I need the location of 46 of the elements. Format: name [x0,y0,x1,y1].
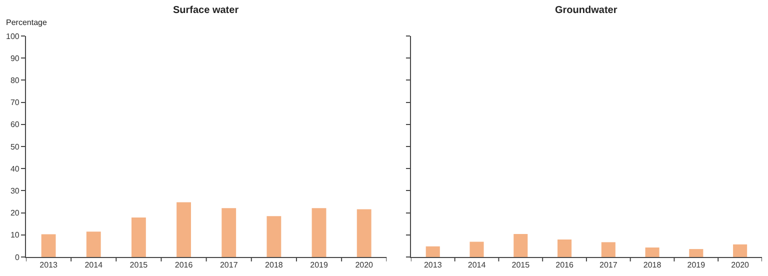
bar [222,208,236,257]
x-tick-label: 2014 [468,260,486,270]
bar [426,246,440,257]
bar [266,216,282,257]
bar [131,217,146,257]
bar [176,202,191,257]
bar [558,240,572,257]
bar [645,248,660,257]
bar [601,242,616,257]
bar [470,242,484,257]
y-tick-label: 60 [10,120,20,130]
x-tick-label: 2019 [310,260,328,270]
y-tick-label: 30 [10,186,20,196]
y-tick-label: 90 [10,54,20,63]
bar [514,234,528,257]
x-tick-label: 2020 [355,260,374,270]
x-tick-label: 2018 [643,260,662,270]
bar [733,244,748,257]
y-tick-label: 100 [6,32,20,41]
y-tick-label: 10 [10,230,20,240]
x-tick-label: 2020 [731,260,750,270]
bar [312,208,326,257]
x-tick-label: 2013 [40,260,58,270]
x-tick-label: 2015 [512,260,530,270]
x-tick-label: 2013 [424,260,442,270]
y-tick-label: 40 [10,164,20,174]
bar [86,232,101,257]
chart-title: Groundwater [555,5,618,16]
y-tick-label: 20 [10,208,20,218]
chart-title: Surface water [173,5,239,16]
x-tick-label: 2017 [220,260,238,270]
x-tick-label: 2016 [556,260,574,270]
x-tick-label: 2014 [84,260,104,270]
x-tick-label: 2015 [130,260,148,270]
x-tick-label: 2018 [265,260,284,270]
bar [356,209,372,257]
x-tick-label: 2016 [174,260,194,270]
y-tick-label: 0 [14,252,20,262]
y-tick-label: 80 [10,76,20,85]
x-tick-label: 2017 [600,260,618,270]
y-axis-title: Percentage [6,18,48,27]
bar [41,234,56,257]
bar [689,249,704,257]
x-tick-label: 2019 [687,260,706,270]
y-tick-label: 50 [10,142,20,152]
y-tick-label: 70 [10,98,20,108]
